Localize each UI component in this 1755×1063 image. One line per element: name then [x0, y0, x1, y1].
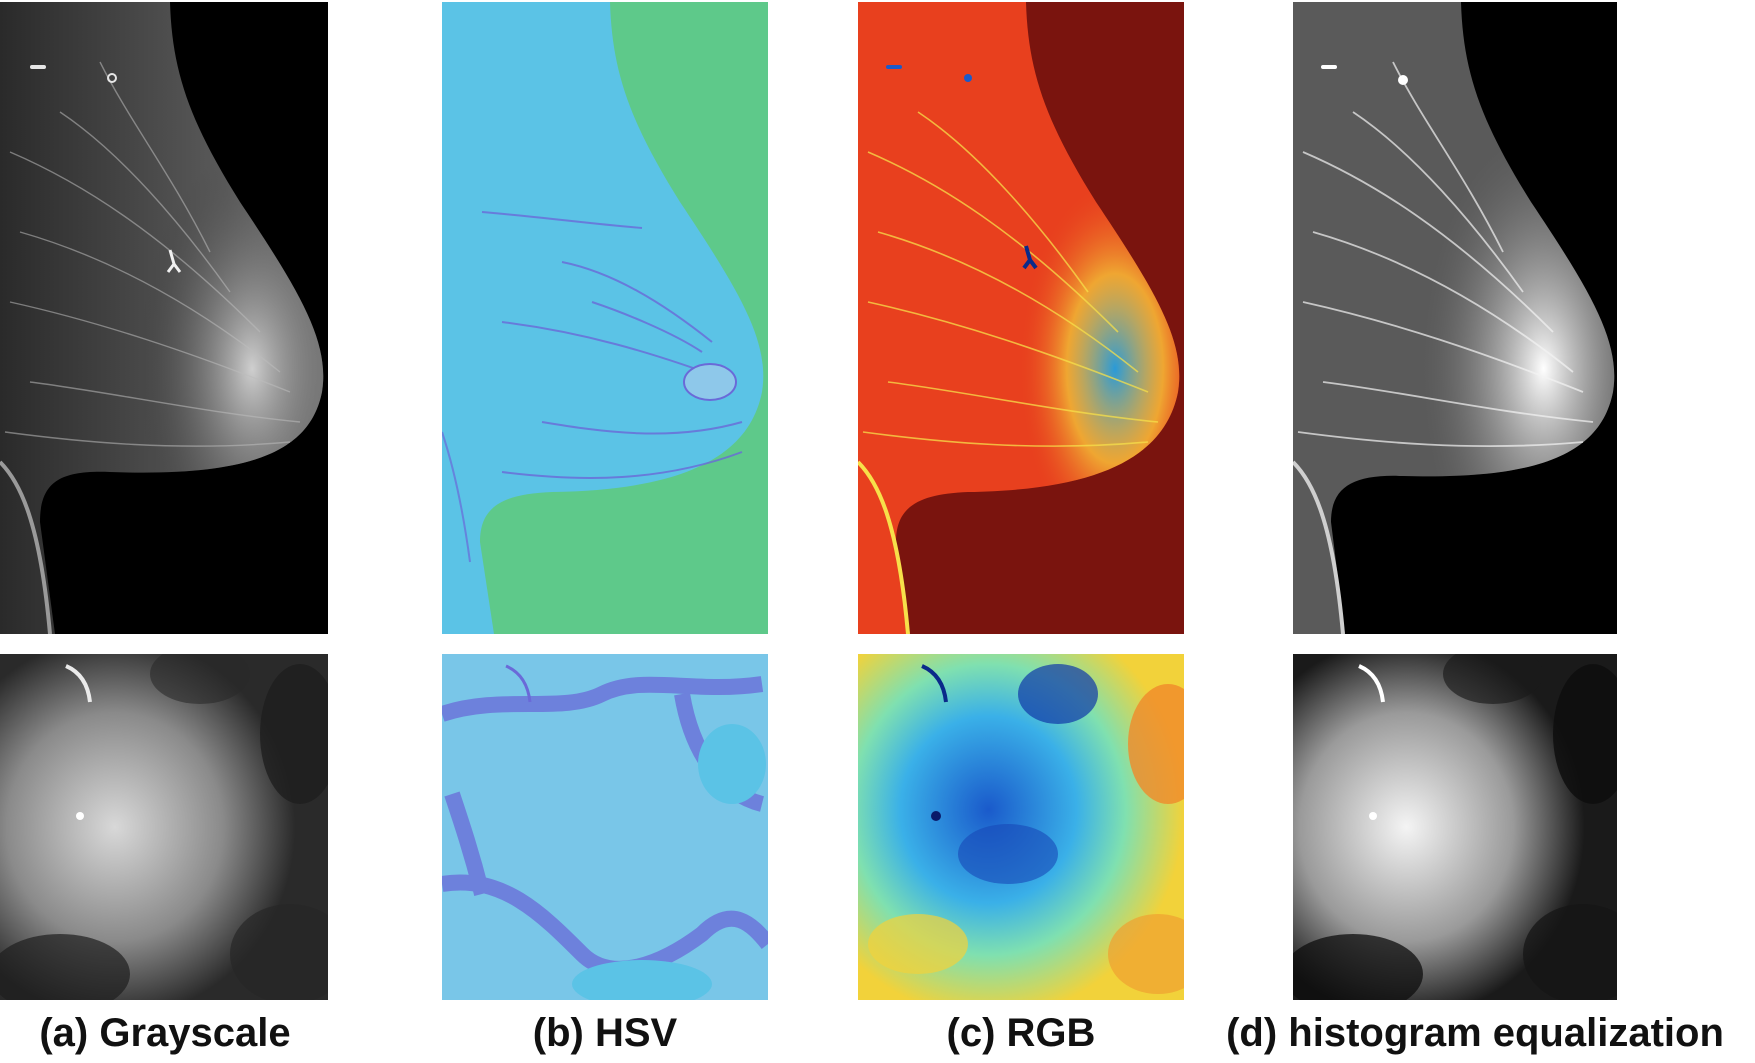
hsv-region-zoom [442, 654, 768, 1000]
caption-rgb: (c) RGB [946, 1011, 1096, 1055]
grayscale-region-zoom [0, 654, 328, 1000]
rgb-mammogram-full [858, 2, 1184, 634]
caption-hsv: (b) HSV [532, 1011, 678, 1055]
caption-grayscale: (a) Grayscale [39, 1011, 291, 1055]
grayscale-mammogram-full [0, 2, 328, 634]
rgb-region-zoom [858, 654, 1184, 1000]
hsv-mammogram-full [442, 2, 768, 634]
histogram-equalized-region-zoom [1293, 654, 1617, 1000]
caption-histogram-equalization: (d) histogram equalization [1226, 1011, 1724, 1055]
histogram-equalized-mammogram-full [1293, 2, 1617, 634]
